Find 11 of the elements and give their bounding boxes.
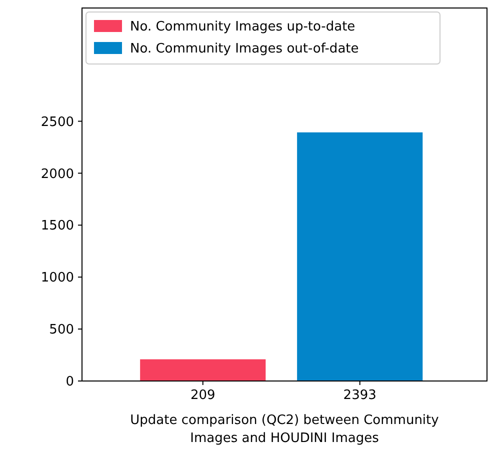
y-tick-label: 2000 — [40, 166, 74, 182]
x-axis-title: Update comparison (QC2) between Community Images and HOUDINI Images — [130, 413, 440, 446]
x-tick-label: 2393 — [343, 388, 376, 403]
x-tick-label: 209 — [190, 388, 216, 403]
legend-label: No. Community Images out-of-date — [130, 42, 359, 57]
y-tick-label: 1000 — [40, 270, 74, 286]
y-tick-label: 0 — [66, 374, 74, 390]
y-tick-label: 1500 — [40, 218, 74, 234]
legend-label: No. Community Images up-to-date — [130, 20, 356, 35]
y-tick-label: 2500 — [40, 114, 74, 130]
y-tick-label: 500 — [49, 322, 74, 338]
